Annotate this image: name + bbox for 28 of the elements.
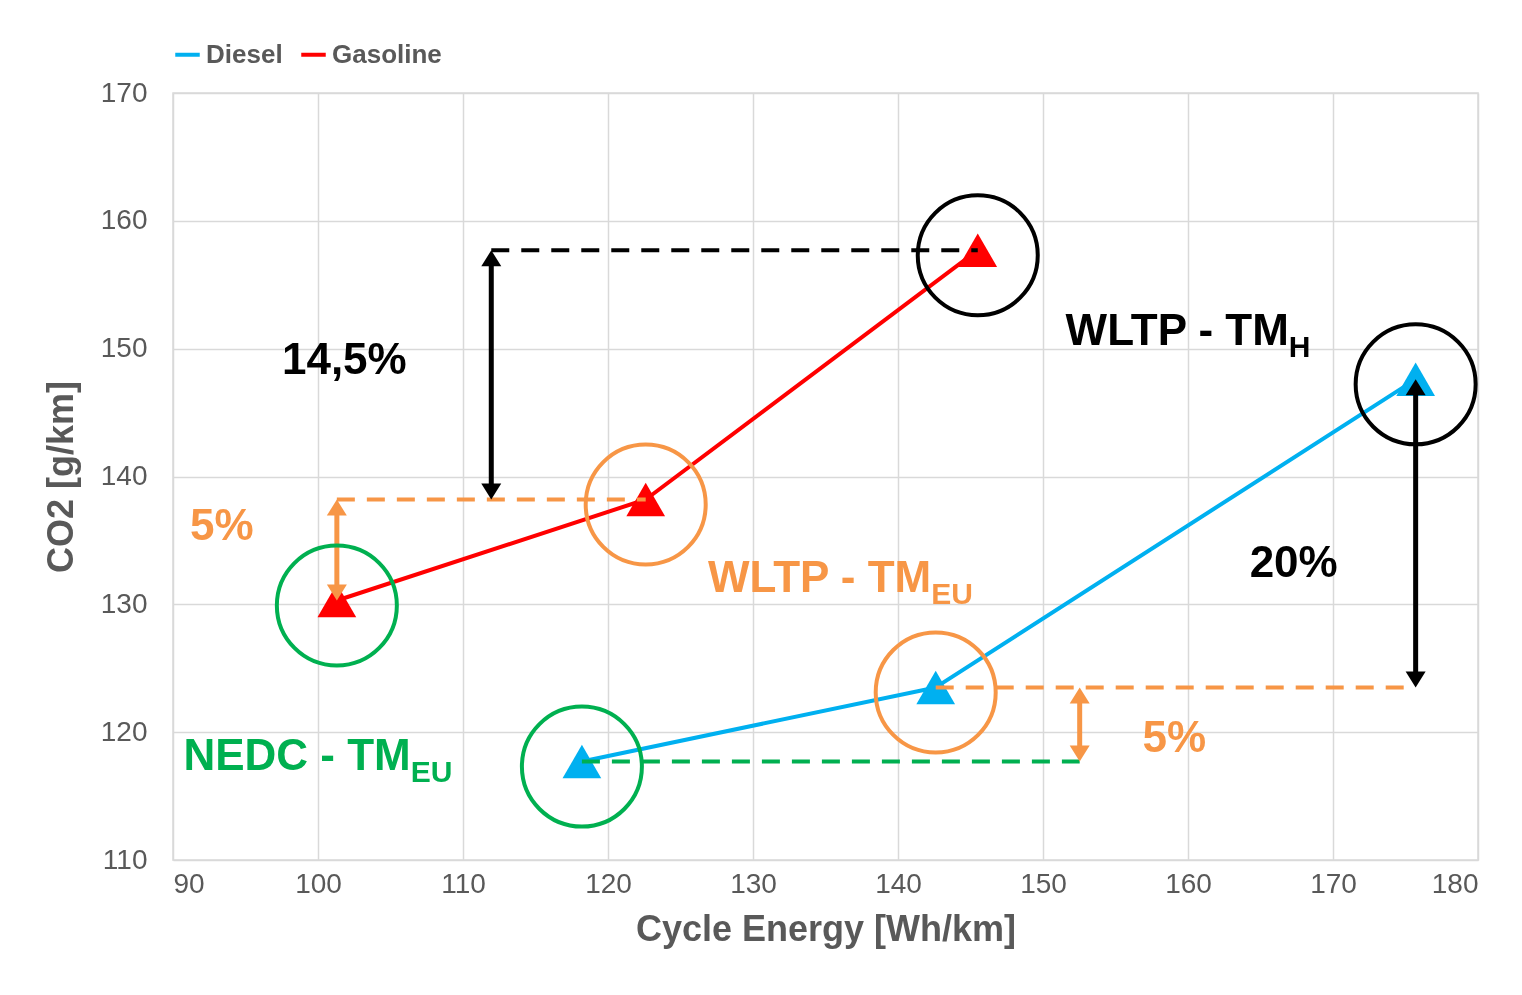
y-tick-label: 130 (100, 587, 148, 619)
annotation: 5% (1142, 711, 1207, 761)
legend-label: Diesel (206, 38, 283, 69)
annotation: WLTP - TM$_{EU}$ (708, 551, 973, 611)
x-tick-label: 110 (441, 867, 486, 899)
y-axis-title: CO2 [g/km] (39, 380, 81, 574)
x-tick-label: 90 (173, 867, 205, 899)
x-tick-label: 170 (1310, 867, 1357, 899)
y-tick-label: 170 (100, 76, 148, 108)
x-axis-title: Cycle Energy [Wh/km] (635, 907, 1017, 949)
annotation: 5% (189, 499, 254, 549)
x-tick-label: 150 (1020, 867, 1067, 899)
x-tick-label: 130 (730, 867, 777, 899)
x-tick-label: 100 (295, 867, 342, 899)
annotation: 14,5% (281, 333, 407, 383)
annotation: 20% (1249, 536, 1338, 586)
x-tick-label: 180 (1431, 867, 1479, 899)
annotation: WLTP - TM$_{H}$ (1065, 304, 1311, 364)
legend-label: Gasoline (332, 38, 442, 69)
y-tick-label: 120 (100, 715, 148, 747)
annotation: NEDC - TM$_{EU}$ (183, 729, 453, 789)
y-tick-label: 150 (100, 332, 148, 364)
y-tick-label: 140 (100, 460, 148, 491)
x-tick-label: 140 (875, 867, 922, 899)
y-tick-label: 160 (100, 204, 148, 236)
y-tick-label: 110 (102, 843, 148, 875)
x-tick-label: 160 (1165, 867, 1212, 899)
x-tick-label: 120 (585, 867, 632, 899)
